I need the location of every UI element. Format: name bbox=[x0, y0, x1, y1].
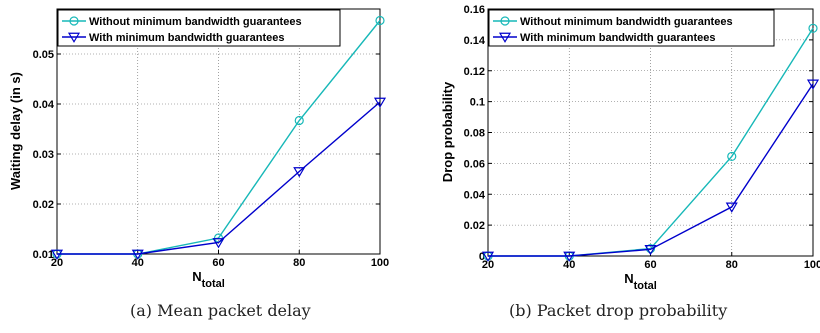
x-axis-label-sub: total bbox=[202, 278, 225, 290]
y-tick-label: 0.06 bbox=[464, 158, 485, 170]
y-tick-label: 0.05 bbox=[33, 49, 54, 61]
y-tick-label: 0.14 bbox=[464, 35, 486, 47]
chart-2: 0 0.02 0.04 0.06 0.08 0.1 0.12 0.14 0.16 20 40 60 80… bbox=[440, 4, 820, 292]
x-tick-label: 40 bbox=[132, 257, 144, 269]
y-tick-label: 0.04 bbox=[33, 99, 55, 111]
x-axis-label-main: N bbox=[624, 271, 633, 286]
y-tick-label: 0.04 bbox=[464, 189, 486, 201]
data-point bbox=[808, 23, 818, 33]
data-point bbox=[293, 167, 306, 178]
x-tick-label: 80 bbox=[293, 257, 305, 269]
x-tick-label: 60 bbox=[644, 259, 656, 271]
data-point bbox=[563, 251, 576, 262]
x-axis-label-sub: total bbox=[634, 280, 657, 292]
data-point bbox=[725, 202, 738, 213]
data-point bbox=[481, 251, 495, 262]
legend: Without minimum bandwidth guarantees With… bbox=[488, 9, 775, 47]
legend-label: Without minimum bandwidth guarantees bbox=[520, 16, 733, 28]
x-tick-label: 80 bbox=[726, 259, 738, 271]
y-tick-label: 0.16 bbox=[464, 4, 485, 16]
y-axis-label: Waiting delay (in s) bbox=[8, 72, 23, 190]
x-tick-label: 100 bbox=[371, 257, 389, 269]
series-line bbox=[488, 83, 814, 257]
series-2 bbox=[50, 97, 387, 260]
y-tick-label: 0 bbox=[479, 251, 485, 263]
data-point bbox=[644, 245, 657, 256]
data-point bbox=[806, 79, 820, 90]
data-point bbox=[375, 15, 385, 26]
data-point bbox=[645, 243, 656, 254]
data-point bbox=[373, 97, 387, 108]
legend-box bbox=[488, 9, 775, 47]
series-line bbox=[57, 101, 381, 255]
y-tick-label: 0.03 bbox=[33, 149, 54, 161]
data-point bbox=[131, 249, 144, 260]
x-tick-label: 100 bbox=[804, 259, 820, 271]
data-point bbox=[212, 238, 225, 249]
y-tick-label: 0.02 bbox=[464, 220, 485, 232]
data-point bbox=[727, 151, 737, 162]
data-point bbox=[50, 249, 64, 260]
caption-b: (b) Packet drop probability bbox=[509, 301, 728, 320]
y-tick-label: 0.01 bbox=[33, 249, 54, 261]
legend-label: With minimum bandwidth guarantees bbox=[89, 32, 284, 44]
x-tick-label: 20 bbox=[51, 257, 63, 269]
data-point bbox=[294, 115, 304, 126]
x-tick-label: 40 bbox=[563, 259, 575, 271]
caption-a: (a) Mean packet delay bbox=[130, 301, 311, 320]
legend-label: With minimum bandwidth guarantees bbox=[520, 32, 715, 44]
y-tick-label: 0.1 bbox=[470, 97, 485, 109]
y-tick-label: 0.02 bbox=[33, 199, 54, 211]
x-axis-label: Ntotal bbox=[192, 269, 225, 290]
legend-marker bbox=[498, 32, 512, 43]
legend: Without minimum bandwidth guarantees With… bbox=[57, 9, 341, 47]
x-axis-label-main: N bbox=[192, 269, 201, 284]
legend-marker bbox=[67, 32, 81, 43]
y-axis-label: Drop probability bbox=[440, 81, 455, 182]
y-tick-label: 0.12 bbox=[464, 66, 485, 78]
x-axis-label: Ntotal bbox=[624, 271, 657, 292]
x-tick-label: 20 bbox=[482, 259, 494, 271]
chart-1: 0.01 0.02 0.03 0.04 0.05 20 40 60 80 100 Ntotal Wai… bbox=[8, 8, 389, 290]
legend-marker bbox=[69, 16, 79, 26]
x-tick-label: 60 bbox=[212, 257, 224, 269]
series-2 bbox=[481, 79, 820, 262]
y-tick-label: 0.08 bbox=[464, 128, 485, 140]
legend-label: Without minimum bandwidth guarantees bbox=[89, 16, 302, 28]
legend-marker bbox=[500, 16, 510, 26]
legend-box bbox=[57, 9, 341, 47]
